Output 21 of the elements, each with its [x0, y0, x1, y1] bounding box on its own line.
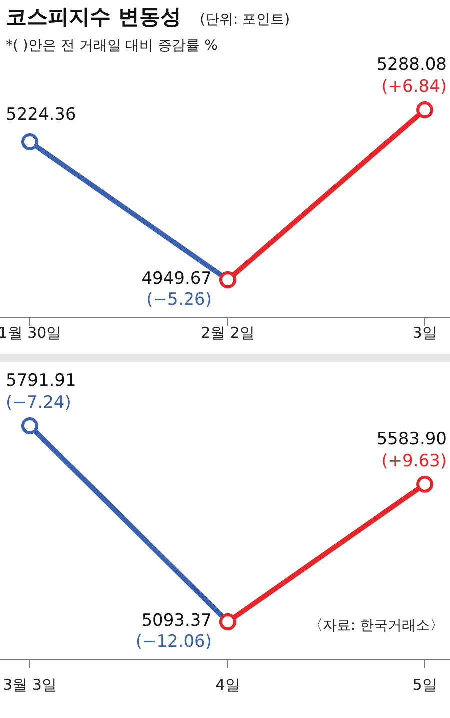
data-label: 5583.90	[376, 429, 447, 450]
annotation: (−7.24)	[6, 393, 72, 413]
x-tick-label: 3일	[412, 324, 438, 342]
chart-subtitle: *( )안은 전 거래일 대비 증감률 %	[6, 38, 218, 54]
x-tick-label: 2월 2일	[201, 324, 255, 342]
x-tick-label: 5일	[412, 676, 438, 694]
annotation: (−5.26)	[146, 290, 212, 310]
data-label: 5224.36	[6, 105, 76, 126]
x-tick-label: 3월 3일	[3, 676, 57, 694]
chart-title: 코스피지수 변동성	[6, 5, 182, 29]
annotation: 〈자료: 한국거래소〉	[308, 618, 444, 634]
data-label: 5791.91	[6, 371, 76, 391]
annotation: (−12.06)	[136, 632, 212, 652]
data-label: 5093.37	[142, 611, 212, 631]
x-tick-label: 4일	[216, 676, 240, 694]
text: (단위: 포인트)	[200, 12, 290, 28]
data-label: 4949.67	[142, 269, 212, 289]
annotation: (+9.63)	[382, 451, 447, 472]
x-tick-label: 1월 30일	[0, 324, 62, 342]
annotation: (+6.84)	[382, 77, 447, 97]
data-label: 5288.08	[376, 55, 447, 75]
